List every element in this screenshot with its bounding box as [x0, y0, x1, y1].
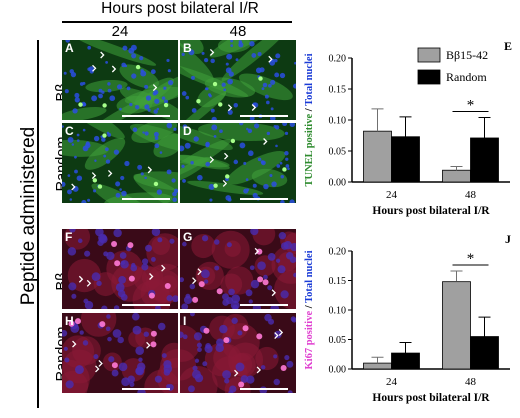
micrograph-image — [62, 229, 178, 309]
x-axis-label: Hours post bilateral I/R — [372, 392, 490, 404]
y-tick-label: 0.05 — [329, 335, 347, 346]
bar — [363, 362, 392, 370]
error-bar — [450, 166, 463, 171]
top-divider — [62, 21, 292, 23]
error-bar — [371, 356, 384, 364]
bar — [442, 281, 471, 370]
micrograph-image — [180, 313, 296, 393]
y-tick-label: 0.10 — [329, 116, 347, 127]
side-divider — [37, 40, 39, 408]
significance-star: * — [467, 251, 475, 267]
panel-letter: G — [183, 230, 193, 244]
bar — [470, 137, 499, 183]
micrograph-panel-h: H — [62, 313, 178, 393]
panel-letter: H — [65, 314, 74, 328]
error-bar — [371, 108, 384, 132]
x-tick-label: 24 — [386, 189, 398, 201]
y-tick-label: 0.20 — [329, 247, 347, 258]
micrograph-panel-f: F — [62, 229, 178, 309]
x-axis-label: Hours post bilateral I/R — [372, 205, 490, 217]
micrograph-image — [62, 313, 178, 393]
legend-swatch — [417, 69, 441, 85]
panel-letter: C — [65, 124, 74, 138]
bar — [391, 352, 420, 370]
column-header-48: 48 — [229, 23, 247, 40]
y-tick-label: 0.15 — [329, 276, 347, 287]
micrograph-image — [62, 40, 178, 120]
figure-top-title: Hours post bilateral I/R — [101, 0, 259, 17]
panel-letter: A — [65, 41, 74, 55]
legend-label: Bβ15-42 — [446, 48, 488, 62]
x-tick-label: 24 — [386, 376, 398, 388]
panel-letter: B — [183, 41, 192, 55]
panel-letter: D — [183, 124, 192, 138]
micrograph-image — [180, 40, 296, 120]
micrograph-panel-i: I — [180, 313, 296, 393]
y-tick-label: 0.15 — [329, 85, 347, 96]
micrograph-image — [180, 123, 296, 203]
error-bar — [478, 117, 491, 138]
bar — [363, 130, 392, 183]
y-tick-label: 0.00 — [329, 178, 347, 189]
chart-panel-letter: J — [505, 232, 511, 246]
micrograph-image — [180, 229, 296, 309]
micrograph-panel-g: G — [180, 229, 296, 309]
bar — [391, 136, 420, 183]
column-header-24: 24 — [111, 23, 129, 40]
y-axis-label: Ki67 positive / Total nuclei — [304, 250, 315, 369]
micrograph-panel-c: C — [62, 123, 178, 203]
chart-tunel: E 0.00 0.05 0.10 0.15 0.20 24 48 * Hours post bil… — [300, 36, 520, 226]
panel-letter: I — [183, 314, 187, 328]
x-tick-label: 48 — [465, 189, 477, 201]
y-tick-label: 0.20 — [329, 54, 347, 65]
y-tick-label: 0.10 — [329, 306, 347, 317]
x-tick-label: 48 — [465, 376, 477, 388]
chart-panel-letter: E — [504, 39, 512, 53]
chart-ki67: J 0.00 0.05 0.10 0.15 0.20 24 48 * Hours post bil… — [300, 229, 520, 413]
micrograph-panel-d: D — [180, 123, 296, 203]
micrograph-image — [62, 123, 178, 203]
micrograph-panel-a: A — [62, 40, 178, 120]
y-axis-label: TUNEL positive / Total nuclei — [304, 53, 315, 186]
significance-star: * — [467, 98, 475, 114]
y-tick-label: 0.00 — [329, 365, 347, 376]
error-bar — [450, 270, 463, 282]
error-bar — [478, 316, 491, 337]
bar — [470, 336, 499, 370]
micrograph-panel-b: B — [180, 40, 296, 120]
legend-swatch — [417, 47, 441, 63]
error-bar — [399, 116, 412, 137]
error-bar — [399, 341, 412, 354]
y-tick-label: 0.05 — [329, 147, 347, 158]
panel-letter: F — [65, 230, 73, 244]
legend-label: Random — [446, 70, 487, 84]
bar — [442, 169, 471, 183]
